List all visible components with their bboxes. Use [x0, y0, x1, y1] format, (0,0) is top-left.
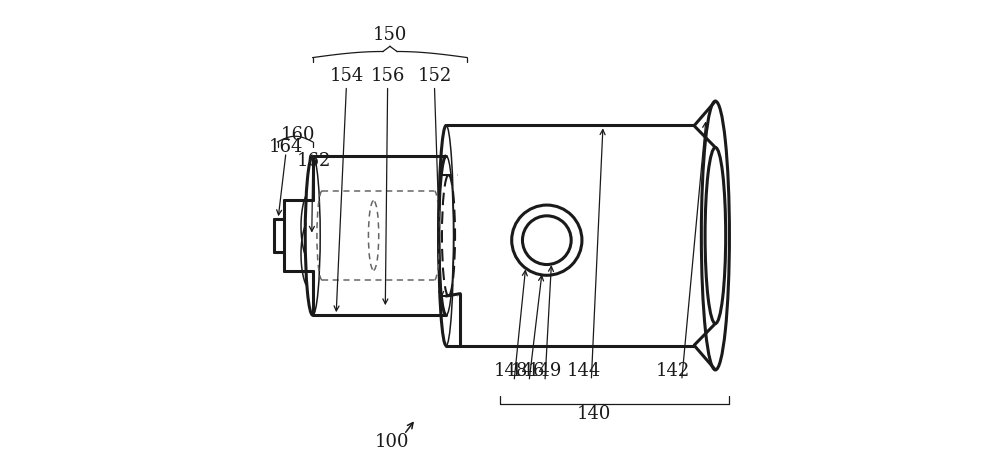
Text: 164: 164 [269, 138, 303, 155]
Text: 149: 149 [528, 362, 563, 380]
Text: 162: 162 [296, 152, 331, 170]
Text: 142: 142 [656, 362, 690, 380]
Text: 146: 146 [511, 362, 545, 380]
Text: 140: 140 [576, 406, 611, 423]
Text: 150: 150 [373, 26, 407, 44]
Text: 152: 152 [417, 67, 452, 85]
Text: 154: 154 [329, 67, 364, 85]
Text: 100: 100 [375, 432, 410, 451]
Text: 144: 144 [567, 362, 601, 380]
Text: 148: 148 [494, 362, 528, 380]
Text: 156: 156 [370, 67, 405, 85]
Text: 160: 160 [280, 126, 315, 144]
